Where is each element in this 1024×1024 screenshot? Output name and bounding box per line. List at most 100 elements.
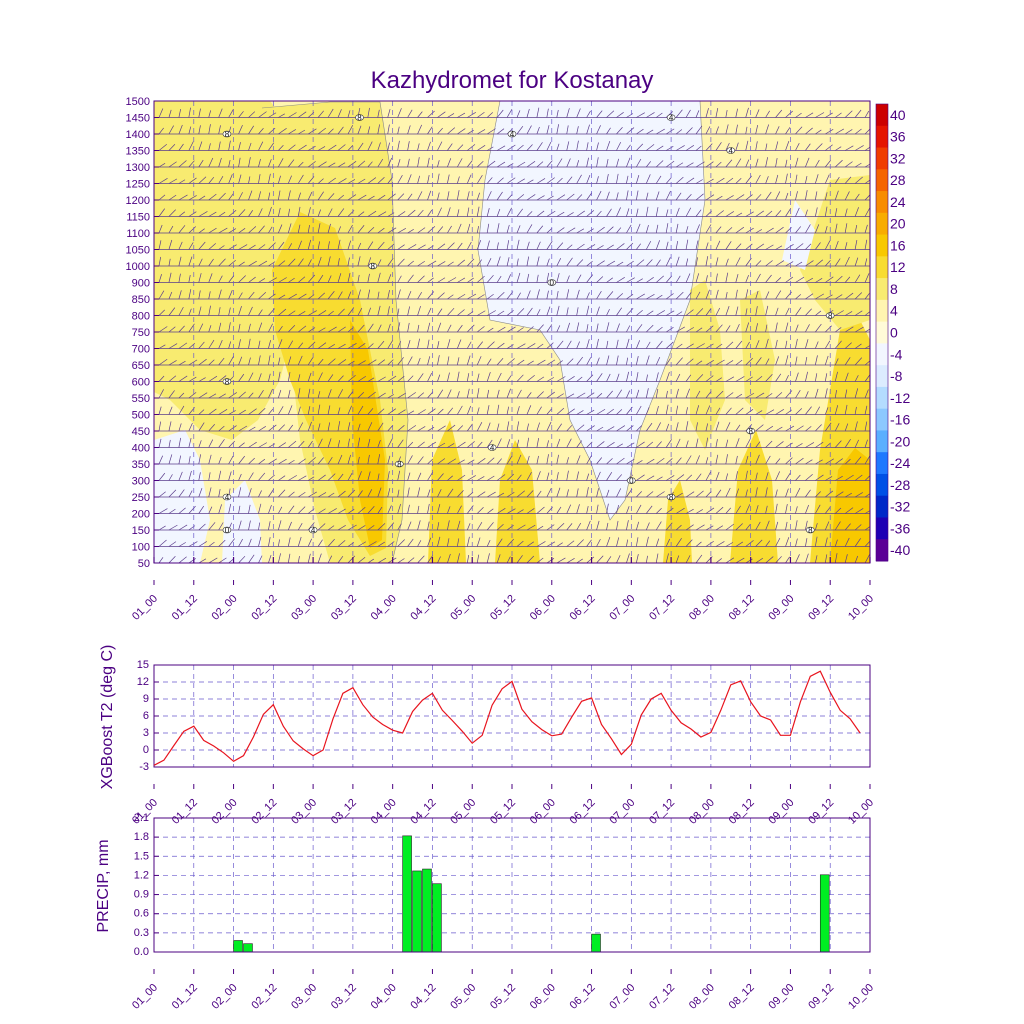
- xs-y-tick-label: 1450: [126, 113, 150, 125]
- xs-x-tick-label: 08_12: [727, 593, 757, 623]
- wind-barb: [864, 224, 868, 234]
- wind-barb: [715, 324, 723, 333]
- wind-barb: [695, 405, 700, 415]
- wind-barb: [188, 376, 197, 382]
- wind-barb: [367, 226, 375, 234]
- wind-barb: [486, 208, 490, 217]
- wind-barb: [655, 405, 659, 415]
- wind-barb: [596, 373, 603, 382]
- wind-barb: [208, 522, 216, 531]
- wind-barb: [646, 458, 655, 465]
- wind-barb: [854, 109, 862, 118]
- wind-barb: [566, 457, 569, 465]
- wind-barb: [347, 405, 352, 415]
- wind-barb: [496, 275, 502, 283]
- wind-barb: [635, 372, 639, 382]
- wind-barb: [476, 521, 483, 531]
- wind-barb: [277, 553, 281, 563]
- wind-barb: [248, 338, 251, 349]
- wind-barb: [427, 356, 431, 366]
- wind-barb: [427, 441, 437, 448]
- wind-barb: [705, 108, 709, 118]
- wind-barb: [805, 157, 810, 168]
- wind-barb: [566, 540, 575, 547]
- wind-barb: [596, 426, 604, 432]
- wind-barb: [178, 143, 184, 151]
- wind-barb: [297, 555, 300, 563]
- wind-barb: [656, 101, 657, 102]
- contour-label: 8: [371, 262, 376, 271]
- wind-barb: [367, 422, 373, 432]
- xs-y-tick-label: 1250: [126, 179, 150, 191]
- wind-barb: [248, 101, 250, 102]
- wind-barb: [387, 394, 394, 399]
- wind-barb: [248, 504, 251, 514]
- wind-barb: [178, 241, 183, 250]
- wind-barb: [327, 405, 331, 415]
- wind-barb: [805, 190, 808, 201]
- wind-barb: [636, 310, 643, 316]
- wind-barb: [835, 491, 844, 498]
- wind-barb: [854, 224, 858, 234]
- colorbar-frame: [875, 103, 889, 562]
- wind-barb: [735, 541, 744, 547]
- wind-barb: [278, 144, 284, 151]
- wind-barb: [387, 471, 390, 481]
- wind-barb: [297, 276, 306, 283]
- wind-barb: [486, 389, 490, 399]
- contour-label: 8: [225, 378, 230, 387]
- wind-barb: [238, 192, 243, 201]
- wind-barb: [248, 111, 256, 118]
- wind-barb: [208, 454, 212, 465]
- wind-barb: [675, 438, 681, 448]
- wind-barb: [367, 307, 371, 316]
- precip-x-ticks: 01_00 01_12 02_00 02_12 03_00 03_12 04_00 04_12…: [130, 969, 876, 1012]
- colorbar-swatch: [876, 517, 888, 540]
- xs-x-tick-label: 01_12: [170, 593, 200, 623]
- wind-barb: [447, 356, 450, 366]
- wind-barb: [417, 143, 420, 151]
- wind-barb: [467, 258, 475, 267]
- wind-barb: [218, 258, 226, 267]
- wind-barb: [556, 542, 563, 547]
- wind-barb: [626, 175, 629, 184]
- wind-barb: [566, 376, 575, 382]
- wind-barb: [447, 443, 455, 448]
- wind-barb: [158, 389, 164, 399]
- wind-barb: [665, 160, 675, 168]
- wind-barb: [616, 112, 624, 118]
- wind-barb: [486, 539, 491, 547]
- wind-barb: [556, 211, 565, 217]
- wind-barb: [477, 129, 486, 135]
- wind-barb: [417, 324, 420, 333]
- wind-barb: [218, 425, 225, 432]
- wind-barb: [486, 327, 494, 333]
- wind-barb: [347, 360, 355, 366]
- wind-barb: [675, 422, 679, 432]
- wind-barb: [725, 124, 729, 135]
- colorbar-swatch: [876, 147, 888, 170]
- wind-barb: [745, 409, 754, 415]
- wind-barb: [705, 423, 709, 432]
- wind-barb: [367, 525, 375, 531]
- wind-barb: [437, 111, 446, 118]
- xs-y-tick-label: 600: [132, 377, 150, 389]
- wind-barb: [635, 554, 639, 563]
- wind-barb: [795, 174, 798, 184]
- wind-barb: [198, 358, 207, 366]
- wind-barb: [287, 553, 291, 563]
- wind-barb: [278, 406, 284, 415]
- wind-barb: [158, 421, 162, 432]
- wind-barb: [755, 505, 759, 514]
- wind-barb: [576, 504, 580, 514]
- wind-barb: [417, 373, 424, 382]
- wind-barb: [616, 277, 625, 283]
- wind-barb: [785, 472, 791, 481]
- wind-barb: [317, 209, 321, 217]
- wind-barb: [626, 101, 628, 102]
- wind-barb: [675, 145, 685, 151]
- wind-barb: [258, 292, 267, 300]
- colorbar-swatch: [876, 125, 888, 149]
- wind-barb: [616, 173, 619, 184]
- wind-barb: [218, 393, 226, 399]
